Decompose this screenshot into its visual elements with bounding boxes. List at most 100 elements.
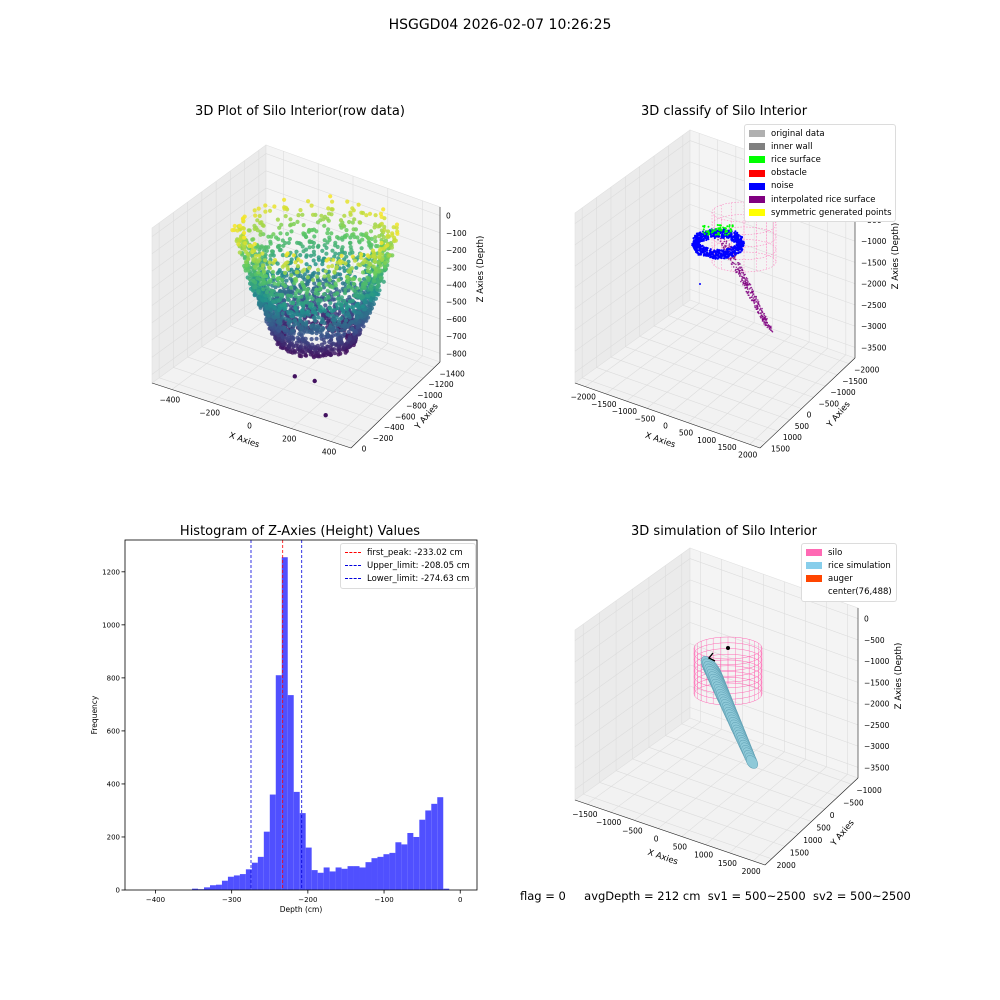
histogram-bar (365, 862, 372, 890)
scatter-point (340, 223, 346, 228)
legend-swatch (749, 169, 765, 177)
scatter-point (373, 255, 378, 260)
raw-grid-y (159, 377, 357, 443)
scatter-point (293, 260, 298, 265)
scatter-point (283, 261, 288, 266)
figure-title: HSGGD04 2026-02-07 10:26:25 (388, 17, 612, 33)
raw-z-tick-label: −300 (446, 263, 467, 272)
scatter-point (330, 199, 335, 204)
scatter-point (246, 256, 251, 262)
scatter-point (302, 267, 307, 272)
interpolated-point (765, 319, 767, 322)
classify-legend: original data inner wall rice surface ob… (744, 124, 896, 223)
noise-point (740, 249, 743, 252)
x-tick-label: −200 (298, 896, 317, 904)
noise-point (725, 250, 728, 253)
scatter-point (346, 269, 351, 274)
noise-point (698, 231, 701, 235)
noise-point (698, 234, 701, 237)
scatter-point (298, 253, 303, 258)
interpolated-point (723, 240, 726, 243)
scatter-point (230, 228, 235, 233)
scatter-point (257, 295, 262, 300)
scatter-point (288, 319, 294, 324)
rice-surface-point (731, 225, 734, 227)
interpolated-point (732, 266, 735, 268)
scatter-point (258, 281, 263, 287)
interpolated-point (761, 307, 763, 310)
scatter-point (372, 259, 377, 264)
scatter-point (296, 298, 301, 303)
simulation-grid-y (681, 723, 852, 785)
legend-label: interpolated rice surface (771, 194, 876, 205)
interpolated-point (759, 305, 761, 307)
scatter-point (276, 282, 281, 287)
scatter-point (326, 273, 331, 278)
scatter-point (351, 208, 356, 213)
histogram-bar (251, 862, 258, 890)
sv1-value: sv1 = 500~2500 (707, 889, 806, 903)
noise-point (693, 240, 696, 243)
legend-swatch (749, 130, 765, 138)
simulation-y-tick-label: 0 (830, 811, 835, 820)
noise-point (735, 234, 738, 237)
scatter-point (376, 224, 381, 229)
scatter-point (364, 213, 369, 218)
scatter-point (272, 204, 277, 209)
scatter-point (309, 337, 314, 342)
scatter-point (339, 328, 344, 333)
simulation-grid-y (632, 758, 812, 822)
scatter-point (372, 270, 377, 275)
scatter-point (253, 280, 258, 285)
scatter-point (296, 338, 301, 343)
legend-swatch (749, 182, 765, 190)
legend-label: original data (771, 128, 825, 139)
noise-point (695, 249, 698, 252)
classify-grid-x (585, 302, 700, 387)
classify-y-tick-label: 1000 (783, 433, 802, 442)
interpolated-point (769, 329, 772, 331)
scatter-point (324, 251, 329, 256)
scatter-point (266, 245, 271, 250)
rice-surface-point (728, 224, 731, 227)
scatter-point (277, 225, 282, 230)
histogram-bar (383, 854, 390, 890)
histogram-bar (204, 887, 210, 890)
scatter-point (323, 297, 328, 302)
classify-z-tick-label: −3000 (861, 322, 887, 331)
legend-entry-lower-limit: Lower_limit: -274.63 cm (345, 572, 471, 585)
interpolated-point (751, 299, 753, 301)
scatter-point (289, 285, 294, 290)
noise-point (712, 257, 715, 260)
scatter-point (330, 317, 335, 322)
scatter-point (316, 257, 321, 262)
scatter-point (312, 306, 317, 311)
scatter-point (282, 206, 287, 211)
simulation-x-tick-label: 2000 (742, 867, 761, 876)
interpolated-point (747, 291, 750, 294)
noise-point (692, 242, 695, 245)
scatter-point (343, 350, 348, 355)
scatter-point (334, 302, 339, 307)
classify-x-tick-label: 2000 (738, 450, 757, 459)
noise-point (709, 248, 712, 251)
histogram-bar (227, 876, 234, 890)
noise-point (729, 233, 733, 236)
rice-surface-point (703, 224, 706, 227)
scatter-point (287, 236, 292, 242)
scatter-point (347, 219, 352, 225)
scatter-point (284, 278, 289, 283)
scatter-point (275, 261, 280, 266)
scatter-point (256, 289, 261, 294)
scatter-point (266, 234, 271, 239)
interpolated-point (741, 279, 743, 282)
scatter-point (339, 247, 344, 252)
histogram-bar (311, 870, 318, 890)
simulation-x-tick-label: −500 (622, 826, 643, 835)
center-marker (726, 646, 730, 650)
noise-point (740, 245, 743, 248)
scatter-point (252, 241, 257, 247)
scatter-point (304, 353, 309, 358)
raw-y-tick-label: −1200 (428, 380, 454, 389)
